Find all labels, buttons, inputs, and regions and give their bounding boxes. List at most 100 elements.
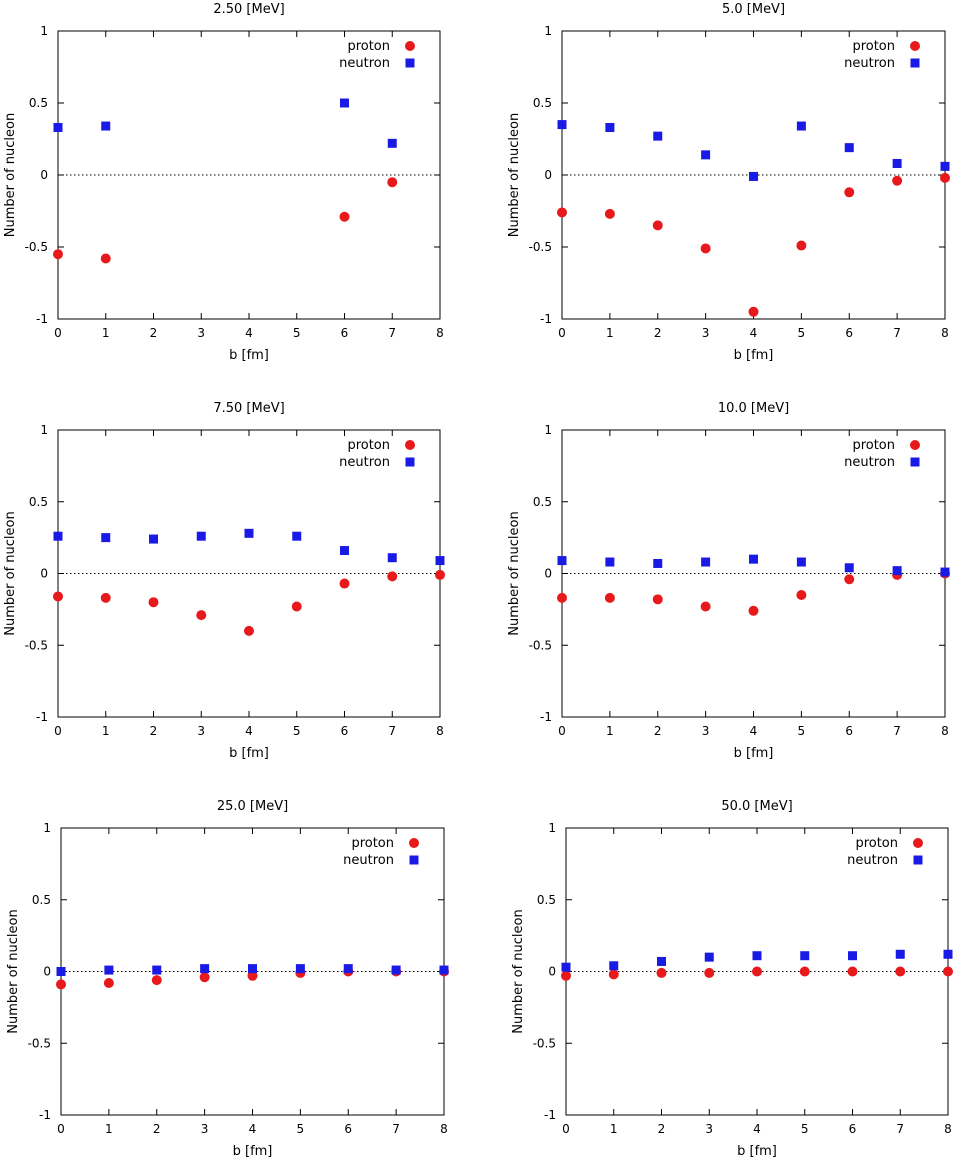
x-tick-label: 6 xyxy=(845,724,853,738)
y-tick-label: -1 xyxy=(540,710,552,724)
x-tick-label: 8 xyxy=(941,724,949,738)
neutron-point xyxy=(200,964,210,974)
proton-point xyxy=(656,967,667,978)
proton-point xyxy=(557,207,567,218)
proton-point xyxy=(103,977,114,988)
proton-point xyxy=(895,966,906,977)
legend-marker-neutron xyxy=(910,58,920,68)
neutron-point xyxy=(653,558,663,568)
y-tick-label: -0.5 xyxy=(533,1036,556,1050)
neutron-point xyxy=(196,531,206,541)
proton-point xyxy=(244,625,254,636)
proton-point xyxy=(339,578,350,589)
x-tick-label: 5 xyxy=(297,1122,305,1136)
x-tick-label: 8 xyxy=(440,1122,448,1136)
neutron-point xyxy=(343,964,353,974)
proton-point xyxy=(700,601,711,612)
x-tick-label: 5 xyxy=(798,724,806,738)
legend-label-neutron: neutron xyxy=(343,853,394,868)
y-axis-title: Number of nucleon xyxy=(507,113,522,237)
legend-label-neutron: neutron xyxy=(844,56,895,71)
x-tick-label: 4 xyxy=(753,1122,761,1136)
y-axis-title: Number of nucleon xyxy=(3,511,18,635)
proton-point xyxy=(53,249,63,260)
proton-point xyxy=(247,970,258,981)
neutron-point xyxy=(391,965,401,975)
proton-point xyxy=(943,966,953,977)
chart-panel-5: 25.0 [MeV] 0 1 2 3 4 5 6 7 8 -1 -0.5 0 0.5 1 b [fm] Numb… xyxy=(6,799,449,1159)
neutron-point xyxy=(56,967,66,976)
proton-point xyxy=(844,187,855,198)
x-tick-label: 4 xyxy=(750,724,758,738)
neutron-point xyxy=(940,567,950,577)
legend-marker-neutron xyxy=(913,855,923,865)
neutron-point xyxy=(53,122,63,132)
proton-point xyxy=(387,571,398,582)
x-tick-label: 5 xyxy=(801,1122,809,1136)
proton-point xyxy=(700,243,711,254)
chart-title: 2.50 [MeV] xyxy=(213,2,284,17)
neutron-point xyxy=(943,949,953,959)
neutron-point xyxy=(605,122,615,132)
proton-point xyxy=(196,610,207,621)
neutron-point xyxy=(609,961,619,971)
neutron-point xyxy=(800,951,810,961)
x-tick-label: 5 xyxy=(798,326,806,340)
x-tick-label: 6 xyxy=(341,724,349,738)
legend-label-proton: proton xyxy=(855,836,898,851)
legend-marker-proton xyxy=(913,838,923,848)
y-tick-label: 1 xyxy=(40,24,48,38)
y-tick-label: 0 xyxy=(544,168,552,182)
neutron-point xyxy=(435,556,445,566)
neutron-point xyxy=(752,951,762,961)
legend-label-proton: proton xyxy=(351,836,394,851)
x-tick-label: 7 xyxy=(896,1122,904,1136)
x-tick-label: 1 xyxy=(606,326,614,340)
x-tick-label: 8 xyxy=(944,1122,952,1136)
y-tick-label: 1 xyxy=(544,24,552,38)
y-tick-label: 0 xyxy=(40,567,48,581)
legend-label-neutron: neutron xyxy=(339,455,390,470)
y-tick-label: 0.5 xyxy=(533,495,552,509)
proton-point xyxy=(561,970,571,981)
x-tick-label: 2 xyxy=(150,326,158,340)
proton-point xyxy=(148,597,159,608)
neutron-point xyxy=(340,98,349,108)
x-tick-label: 3 xyxy=(702,724,710,738)
x-axis-title: b [fm] xyxy=(737,1144,777,1159)
neutron-point xyxy=(101,121,111,131)
proton-point xyxy=(435,569,445,580)
chart-title: 7.50 [MeV] xyxy=(213,401,284,416)
x-tick-label: 0 xyxy=(562,1122,570,1136)
legend-marker-proton xyxy=(405,41,415,51)
proton-point xyxy=(652,220,663,231)
legend-marker-proton xyxy=(910,41,920,51)
x-tick-label: 6 xyxy=(341,326,349,340)
neutron-point xyxy=(796,557,806,567)
neutron-point xyxy=(940,161,950,171)
legend-label-proton: proton xyxy=(347,39,390,54)
x-tick-label: 4 xyxy=(245,326,253,340)
chart-panel-2: 5.0 [MeV] 0 1 2 3 4 5 6 7 8 -1 -0.5 0 0.5 1 b [fm] Numbe… xyxy=(507,2,950,363)
proton-point xyxy=(53,591,63,602)
proton-point xyxy=(844,574,855,585)
x-tick-label: 3 xyxy=(702,326,710,340)
neutron-point xyxy=(844,143,854,153)
neutron-point xyxy=(749,171,758,181)
y-tick-label: -0.5 xyxy=(529,240,552,254)
y-tick-label: -1 xyxy=(39,1108,51,1122)
chart-panel-6: 50.0 [MeV] 0 1 2 3 4 5 6 7 8 -1 -0.5 0 0.5 1 b [fm] Numb… xyxy=(511,799,953,1159)
y-tick-label: 1 xyxy=(43,821,51,835)
proton-point xyxy=(748,605,759,616)
y-tick-label: -1 xyxy=(36,710,48,724)
x-tick-label: 1 xyxy=(102,724,110,738)
legend-marker-neutron xyxy=(405,58,415,68)
proton-point xyxy=(557,592,567,603)
proton-point xyxy=(604,592,615,603)
x-tick-label: 7 xyxy=(392,1122,400,1136)
x-axis-title: b [fm] xyxy=(734,348,774,363)
y-tick-label: 0.5 xyxy=(29,495,48,509)
x-tick-label: 7 xyxy=(893,326,901,340)
y-tick-label: 0 xyxy=(40,168,48,182)
neutron-point xyxy=(295,964,305,974)
